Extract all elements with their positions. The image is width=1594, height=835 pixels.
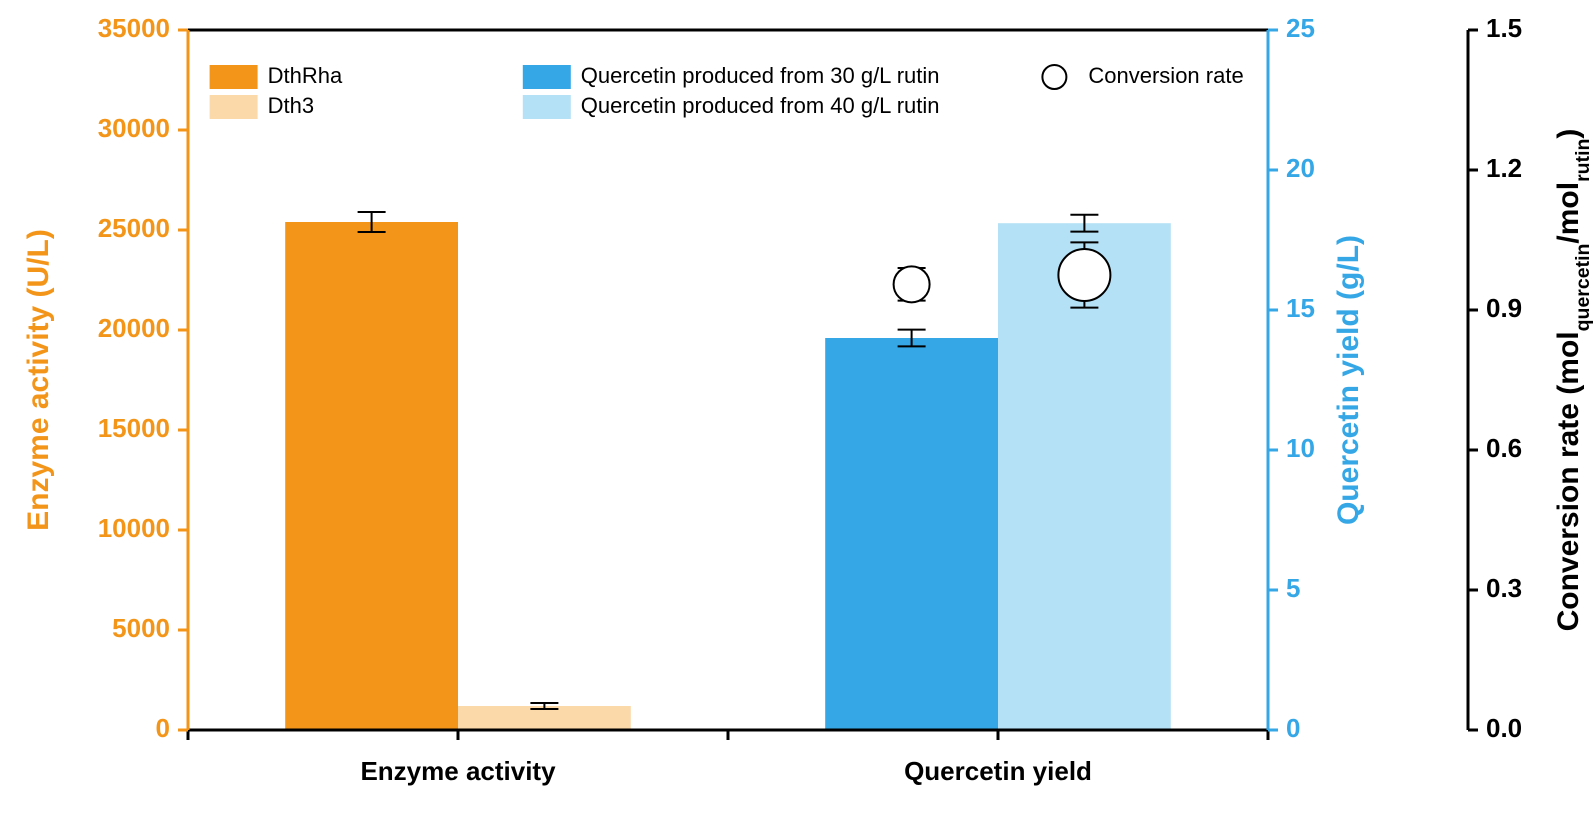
right1-tick-label: 5: [1286, 573, 1300, 603]
right2-tick-label: 0.9: [1486, 293, 1522, 323]
left-tick-label: 15000: [98, 413, 170, 443]
left-tick-label: 25000: [98, 213, 170, 243]
legend-swatch: [523, 95, 571, 119]
chart-svg: 0 5000 10000 15000 20000 25000 30000 35000 Enzym…: [0, 0, 1594, 835]
legend-swatch: [210, 95, 258, 119]
x-category-label: Quercetin yield: [904, 756, 1092, 786]
right2-tick-label: 0.6: [1486, 433, 1522, 463]
right1-tick-label: 25: [1286, 13, 1315, 43]
legend-label: Quercetin produced from 40 g/L rutin: [581, 93, 940, 118]
right1-tick-label: 15: [1286, 293, 1315, 323]
right2-tick-label: 1.2: [1486, 153, 1522, 183]
x-category-label: Enzyme activity: [360, 756, 556, 786]
legend-swatch: [523, 65, 571, 89]
legend-label: Quercetin produced from 30 g/L rutin: [581, 63, 940, 88]
left-tick-label: 35000: [98, 13, 170, 43]
right1-tick-label: 0: [1286, 713, 1300, 743]
legend-swatch: [210, 65, 258, 89]
conversion-marker: [894, 266, 930, 302]
bar-Quercetin30: [825, 338, 998, 730]
left-axis-title: Enzyme activity (U/L): [22, 229, 55, 531]
left-tick-label: 20000: [98, 313, 170, 343]
legend-label: Conversion rate: [1088, 63, 1243, 88]
conversion-marker: [1058, 249, 1110, 301]
legend-label: DthRha: [268, 63, 343, 88]
left-tick-label: 10000: [98, 513, 170, 543]
right2-tick-label: 0.0: [1486, 713, 1522, 743]
left-tick-label: 0: [156, 713, 170, 743]
left-tick-label: 30000: [98, 113, 170, 143]
right2-tick-label: 1.5: [1486, 13, 1522, 43]
left-tick-label: 5000: [112, 613, 170, 643]
right1-axis-title: Quercetin yield (g/L): [1332, 235, 1365, 525]
right1-tick-label: 20: [1286, 153, 1315, 183]
bar-DthRha: [285, 222, 458, 730]
chart-container: 0 5000 10000 15000 20000 25000 30000 35000 Enzym…: [0, 0, 1594, 835]
legend-label: Dth3: [268, 93, 314, 118]
right2-tick-label: 0.3: [1486, 573, 1522, 603]
right1-tick-label: 10: [1286, 433, 1315, 463]
legend-marker: [1042, 65, 1066, 89]
